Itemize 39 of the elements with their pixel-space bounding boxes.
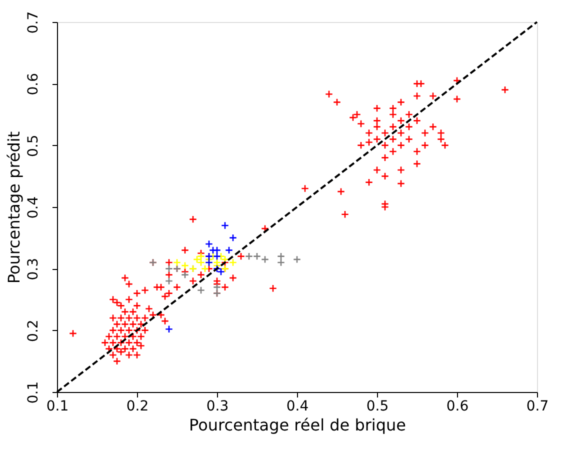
- point: [260, 255, 270, 264]
- point: [292, 255, 302, 264]
- x-tick-label: 0.7: [526, 398, 549, 414]
- point: [172, 258, 182, 267]
- point: [252, 252, 262, 260]
- x-tick-label: 0.5: [366, 398, 389, 414]
- x-tick-label: 0.4: [286, 398, 309, 414]
- y-tick-label: 0.4: [26, 196, 42, 219]
- point: [228, 258, 238, 267]
- y-tick-label: 0.6: [26, 72, 42, 96]
- point: [220, 221, 230, 230]
- point: [180, 270, 190, 279]
- point: [196, 252, 206, 260]
- point: [244, 252, 254, 260]
- point: [224, 246, 234, 254]
- y-tick-label: 0.2: [26, 320, 42, 342]
- point: [212, 264, 222, 273]
- y-tick-label: 0.3: [26, 258, 42, 280]
- y-tick-label: 0.5: [26, 134, 42, 157]
- point: [212, 246, 222, 254]
- y-axis-title: Pourcentage prédit: [4, 131, 24, 284]
- point: [216, 268, 226, 276]
- x-tick-label: 0.6: [446, 398, 469, 414]
- point: [164, 325, 174, 334]
- x-tick-label: 0.1: [46, 398, 69, 414]
- point: [276, 258, 286, 267]
- x-tick-label: 0.3: [206, 398, 229, 414]
- point: [164, 276, 174, 286]
- point: [220, 255, 230, 264]
- point: [276, 252, 286, 260]
- point: [180, 262, 190, 270]
- y-tick-label: 0.7: [26, 11, 42, 34]
- point: [164, 264, 174, 273]
- point: [228, 234, 238, 242]
- x-tick-label: 0.2: [126, 398, 149, 414]
- x-axis-title: Pourcentage réel de brique: [188, 416, 406, 434]
- point: [192, 255, 202, 264]
- point: [212, 283, 222, 292]
- point: [196, 286, 206, 294]
